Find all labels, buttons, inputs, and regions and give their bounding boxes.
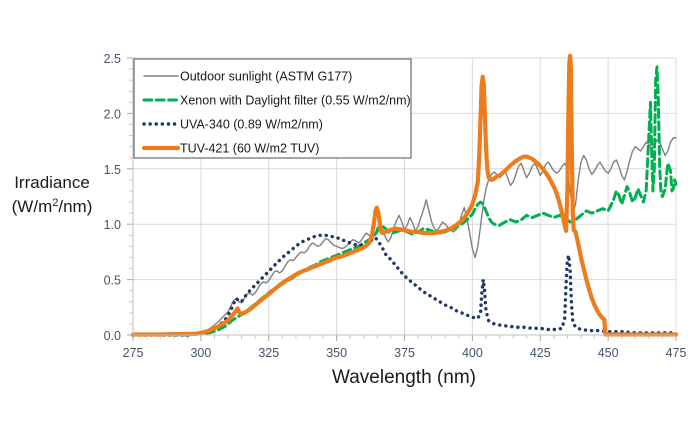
x-tick-labels: 275 300 325 350 375 400 425 450 475 [123,346,687,360]
y-tick-label: 2.5 [104,52,121,66]
axis-lines [132,58,676,336]
x-tick-label: 475 [666,346,687,360]
series-line-uva340 [131,233,678,337]
y-tick-label: 1.0 [104,218,121,232]
y-axis-title-line1: Irradiance [14,173,90,192]
y-tick-label: 0.5 [104,274,121,288]
y-axis-title-line2: (W/m2/nm) [12,197,93,216]
x-tick-label: 275 [123,346,144,360]
x-tick-label: 375 [394,346,415,360]
x-tick-label: 325 [258,346,279,360]
legend-label-1: Xenon with Daylight filter (0.55 W/m2/nm… [180,94,411,108]
x-tick-label: 425 [530,346,551,360]
axis-ticks [127,57,677,341]
chart-legend: Outdoor sunlight (ASTM G177) Xenon with D… [133,58,412,159]
legend-item-2[interactable]: UVA-340 (0.89 W/m2/nm) [142,118,323,132]
legend-box [133,58,412,159]
y-axis-units-superscript: 2 [52,197,58,209]
legend-label-0: Outdoor sunlight (ASTM G177) [180,70,352,84]
y-tick-labels: 0.0 0.5 1.0 1.5 2.0 2.5 [104,52,121,343]
x-tick-label: 450 [598,346,619,360]
data-series [130,53,679,337]
y-tick-label: 0.0 [104,329,121,343]
legend-item-1[interactable]: Xenon with Daylight filter (0.55 W/m2/nm… [142,94,411,108]
x-tick-label: 350 [326,346,347,360]
x-tick-label: 300 [190,346,211,360]
legend-item-3[interactable]: TUV-421 (60 W/m2 TUV) [141,142,319,156]
legend-item-0[interactable]: Outdoor sunlight (ASTM G177) [143,70,352,84]
y-axis-units-suffix: /nm) [58,197,92,216]
y-tick-label: 1.5 [104,163,121,177]
x-axis-title: Wavelength (nm) [332,367,476,388]
series-line-tuv421 [130,53,679,337]
y-axis-units-prefix: (W/m [12,197,53,216]
y-tick-label: 2.0 [104,107,121,121]
x-tick-label: 400 [462,346,483,360]
legend-label-2: UVA-340 (0.89 W/m2/nm) [180,118,323,132]
legend-label-3: TUV-421 (60 W/m2 TUV) [180,142,319,156]
